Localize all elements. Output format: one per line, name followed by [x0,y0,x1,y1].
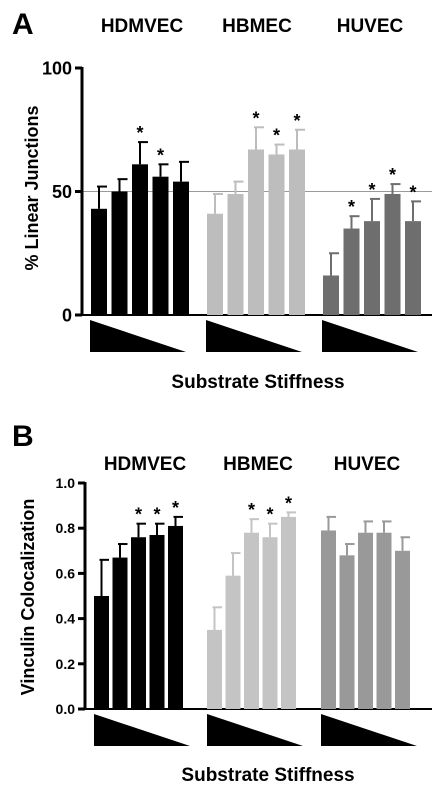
panel-a-hdmvec-bar [173,181,189,315]
panel-a-hdmvec-bar [111,191,128,315]
panel-b-hdmvec-stiffness-wedge [94,714,190,746]
panel-b-y-tick-label: 0.8 [56,520,76,536]
panel-a-hbmec-bar [248,149,264,315]
panel-b-hbmec-significance-star: * [285,493,292,513]
panel-b-huvec-bar [395,550,410,709]
panel-b-letter: B [12,420,34,453]
panel-a-hbmec-bar [207,213,223,315]
panel-b: B HDMVEC HBMEC HUVEC Vinculin Colocaliza… [12,420,432,786]
panel-a-huvec-significance-star: * [348,197,355,217]
panel-a-hbmec-significance-star: * [252,108,259,128]
panel-b-group-label-hdmvec: HDMVEC [104,454,187,475]
panel-b-hbmec-bar [262,537,278,709]
panel-a-hbmec-bar [227,193,244,315]
panel-b-x-axis-label: Substrate Stiffness [181,765,354,786]
panel-a-y-tick-label: 0 [62,305,72,325]
panel-b-hdmvec-bar [112,557,128,709]
panel-b-group-label-huvec: HUVEC [334,454,401,475]
panel-b-huvec-stiffness-wedge [321,714,417,746]
panel-a-huvec-bar [364,221,380,315]
panel-a-hdmvec-stiffness-wedge [90,320,186,352]
panel-b-hbmec-bar [207,629,222,709]
panel-a-y-tick-label: 100 [42,58,72,78]
panel-a-hbmec-significance-star: * [293,111,300,131]
panel-b-hdmvec-significance-star: * [153,505,160,525]
panel-a-hdmvec-bar [152,176,169,315]
panel-b-hbmec-bar [225,575,241,709]
panel-b-hbmec-bar [244,532,259,709]
panel-a-huvec-significance-star: * [409,182,416,202]
panel-a-letter: A [12,8,34,41]
panel-b-hbmec-significance-star: * [248,500,255,520]
panel-b-y-tick-label: 0.2 [56,656,76,672]
panel-a-plot: 0 50 100 * * * * * * * * * [42,58,432,352]
panel-b-hdmvec-bar [94,596,109,709]
panel-a-huvec-bar [343,228,360,315]
panel-b-hbmec-significance-star: * [266,505,273,525]
panel-a-group-label-hdmvec: HDMVEC [101,16,184,37]
panel-a-hdmvec-significance-star: * [157,145,164,165]
panel-b-y-tick-label: 0.6 [56,565,76,581]
panel-a-y-axis-label: % Linear Junctions [22,105,42,270]
panel-a-huvec-bar [405,221,421,315]
panel-b-huvec-bar [358,532,373,709]
panel-b-huvec-bar [339,555,355,709]
panel-b-group-label-hbmec: HBMEC [223,454,293,475]
panel-a-group-label-hbmec: HBMEC [222,16,292,37]
panel-a-hdmvec-bar [91,208,107,315]
panel-b-y-tick-label: 0.0 [56,701,76,717]
panel-b-hdmvec-significance-star: * [135,505,142,525]
panel-b-hdmvec-significance-star: * [172,498,179,518]
panel-a-huvec-bar [384,193,401,315]
panel-b-y-tick-label: 1.0 [56,475,76,491]
panel-b-huvec-bar [376,532,392,709]
panel-b-y-tick-label: 0.4 [56,611,76,627]
panel-a-x-axis-label: Substrate Stiffness [171,372,344,393]
panel-a-huvec-significance-star: * [389,165,396,185]
panel-b-huvec-bar [321,530,336,709]
panel-a-hbmec-bar [268,154,285,315]
panel-a: A HDMVEC HBMEC HUVEC % Linear Junctions … [12,8,432,393]
panel-a-group-label-huvec: HUVEC [337,16,404,37]
panel-a-huvec-significance-star: * [368,180,375,200]
panel-a-hdmvec-bar [132,164,148,315]
panel-b-hdmvec-bar [149,534,165,709]
panel-a-y-tick-label: 50 [52,182,72,202]
panel-b-y-axis-label: Vinculin Colocalization [18,499,38,696]
panel-a-hbmec-stiffness-wedge [206,320,302,352]
panel-a-huvec-stiffness-wedge [322,320,418,352]
panel-a-hbmec-bar [289,149,305,315]
panel-a-hbmec-significance-star: * [273,126,280,146]
panel-b-plot: 0.0 0.2 0.4 0.6 0.8 1.0 * * * * * * [56,475,432,746]
panel-a-huvec-bar [323,275,339,315]
panel-b-hbmec-stiffness-wedge [207,714,303,746]
panel-b-hbmec-bar [281,516,296,709]
panel-b-hdmvec-bar [168,525,183,709]
panel-a-hdmvec-significance-star: * [136,123,143,143]
panel-b-hdmvec-bar [131,537,146,709]
